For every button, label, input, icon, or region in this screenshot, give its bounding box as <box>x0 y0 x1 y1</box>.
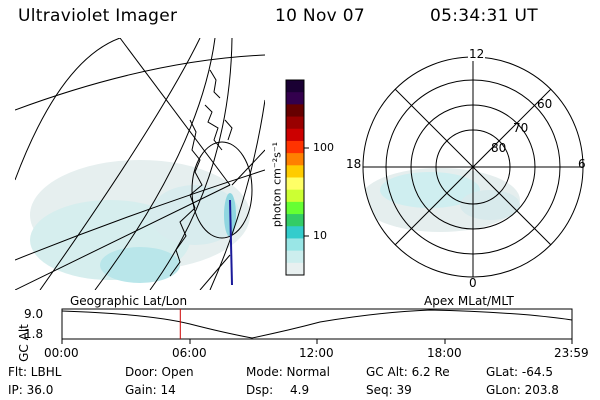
colorbar-stripe <box>286 238 304 252</box>
apex-panel-label: Apex MLat/MLT <box>424 294 514 308</box>
colorbar-stripe <box>286 189 304 203</box>
colorbar-tick-label-100: 100 <box>313 141 334 154</box>
altitude-curve <box>61 309 573 339</box>
time-label: 05:34:31 UT <box>430 6 538 26</box>
mode-status: Mode: Normal <box>246 365 330 379</box>
ip-status: IP: 36.0 <box>8 383 54 397</box>
lat-label-70: 70 <box>513 121 529 135</box>
time-tick-2359: 23:59 <box>554 346 589 360</box>
colorbar-gradient <box>286 80 304 276</box>
date-label: 10 Nov 07 <box>275 6 365 26</box>
altitude-plot-frame <box>61 308 573 340</box>
polar-diagonal-2 <box>394 88 552 246</box>
colorbar-frame <box>285 79 305 276</box>
colorbar-stripe <box>286 165 304 178</box>
colorbar-stripe <box>286 128 304 142</box>
mlt-label-left: 18 <box>346 157 362 171</box>
gc-alt-status: GC Alt: 6.2 Re <box>366 365 450 379</box>
altitude-tick-max: 9.0 <box>24 307 44 321</box>
time-tick-1800: 18:00 <box>427 346 462 360</box>
lat-label-80: 80 <box>491 141 507 155</box>
colorbar-stripe <box>286 104 304 118</box>
geographic-map-content <box>15 38 265 290</box>
time-tick-1200: 12:00 <box>299 346 334 360</box>
colorbar-stripe <box>286 250 304 264</box>
colorbar-stripe <box>286 140 304 154</box>
lat-label-60: 60 <box>537 97 553 111</box>
colorbar-tick-label-10: 10 <box>313 229 327 242</box>
door-status: Door: Open <box>125 365 194 379</box>
time-tick-0000: 00:00 <box>44 346 79 360</box>
colorbar-stripe <box>286 80 304 93</box>
instrument-title: Ultraviolet Imager <box>18 6 178 26</box>
geographic-panel-label: Geographic Lat/Lon <box>70 294 188 308</box>
altitude-tick-min: 1.8 <box>24 327 44 341</box>
glon-status: GLon: 203.8 <box>486 383 559 397</box>
dsp-value: 4.9 <box>290 383 310 397</box>
colorbar-stripe <box>286 92 304 105</box>
time-tick-0600: 06:00 <box>172 346 207 360</box>
glat-status: GLat: -64.5 <box>486 365 553 379</box>
filter-status: Flt: LBHL <box>8 365 62 379</box>
colorbar-stripe <box>286 226 304 239</box>
colorbar-stripe <box>286 201 304 215</box>
mlt-label-bottom: 0 <box>469 276 477 290</box>
colorbar-stripe <box>286 153 304 166</box>
mlt-label-right: 6 <box>578 157 586 171</box>
dsp-label: Dsp: <box>246 383 274 397</box>
colorbar-stripe <box>286 262 304 276</box>
colorbar-stripe <box>286 177 304 191</box>
seq-status: Seq: 39 <box>366 383 412 397</box>
mlt-label-top: 12 <box>468 47 486 61</box>
gain-status: Gain: 14 <box>125 383 176 397</box>
colorbar-stripe <box>286 116 304 130</box>
colorbar-stripe <box>286 214 304 227</box>
